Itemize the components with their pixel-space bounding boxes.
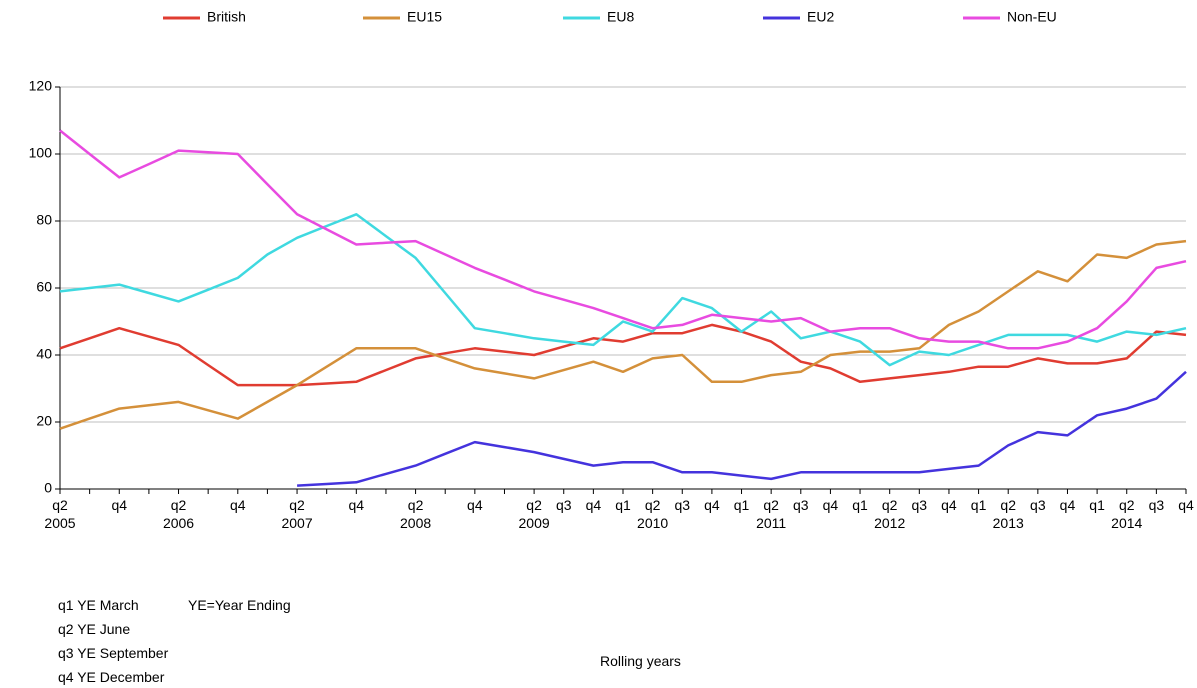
x-tick-label: q1 <box>615 497 631 513</box>
y-tick-label: 60 <box>36 279 52 295</box>
x-tick-label: q3 <box>1030 497 1046 513</box>
x-tick-label: q4 <box>467 497 483 513</box>
x-tick-label: q4 <box>229 497 246 513</box>
legend-label: EU15 <box>407 9 442 25</box>
x-tick-label: q2 2009 <box>518 497 550 531</box>
legend-label: EU2 <box>807 9 834 25</box>
note: YE=Year Ending <box>188 597 291 613</box>
y-tick-label: 0 <box>44 480 52 496</box>
x-axis-label: Rolling years <box>600 653 681 669</box>
legend-label: British <box>207 9 246 25</box>
x-tick-label: q4 <box>1178 497 1194 513</box>
x-tick-label: q4 <box>111 497 128 513</box>
legend-label: EU8 <box>607 9 634 25</box>
x-tick-label: q2 2012 <box>874 497 906 531</box>
x-tick-label: q2 2007 <box>281 497 313 531</box>
note: q2 YE June <box>58 621 131 637</box>
x-tick-label: q1 <box>852 497 868 513</box>
x-tick-label: q4 <box>585 497 602 513</box>
x-tick-label: q3 <box>674 497 691 513</box>
x-tick-label: q2 2010 <box>637 497 669 531</box>
x-tick-label: q4 <box>704 497 720 513</box>
x-tick-label: q2 2005 <box>44 497 76 531</box>
x-tick-label: q4 <box>941 497 957 513</box>
series-line <box>297 370 1187 487</box>
legend-label: Non-EU <box>1007 9 1057 25</box>
x-tick-label: q3 <box>1148 497 1165 513</box>
note: q3 YE September <box>58 645 169 661</box>
x-tick-label: q4 <box>822 497 839 513</box>
x-tick-label: q3 <box>911 497 928 513</box>
y-tick-label: 100 <box>29 145 53 161</box>
note: q1 YE March <box>58 597 139 613</box>
series-line <box>59 129 1187 350</box>
x-tick-label: q3 <box>555 497 572 513</box>
series-line <box>59 239 1187 430</box>
x-tick-label: q4 <box>1059 497 1076 513</box>
series-line <box>59 213 1187 367</box>
y-tick-label: 80 <box>36 212 52 228</box>
x-tick-label: q2 2006 <box>162 497 195 531</box>
x-tick-label: q2 2011 <box>756 497 787 531</box>
x-tick-label: q2 2008 <box>400 497 432 531</box>
y-tick-label: 120 <box>29 78 53 94</box>
x-tick-label: q2 2014 <box>1111 497 1143 531</box>
x-tick-label: q4 <box>348 497 365 513</box>
x-tick-label: q1 <box>733 497 750 513</box>
y-tick-label: 40 <box>36 346 52 362</box>
x-tick-label: q1 <box>970 497 987 513</box>
x-tick-label: q2 2013 <box>992 497 1024 531</box>
x-tick-label: q3 <box>792 497 809 513</box>
y-tick-label: 20 <box>36 413 52 429</box>
series-line <box>59 323 1187 387</box>
x-tick-label: q1 <box>1089 497 1105 513</box>
note: q4 YE December <box>58 669 165 685</box>
